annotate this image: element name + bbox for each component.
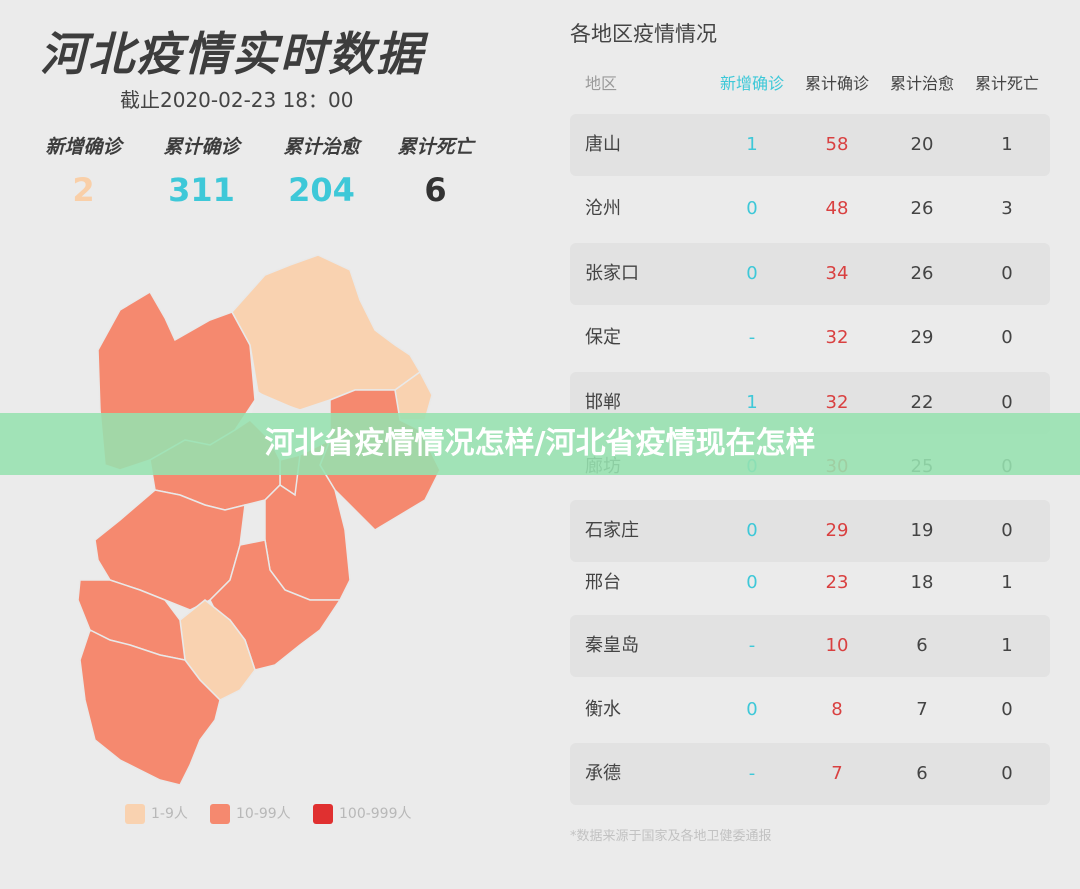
cell-region: 张家口 (585, 263, 639, 284)
cell-region: 石家庄 (585, 520, 639, 541)
col-total-deaths: 累计死亡 (974, 74, 1039, 93)
cell-total-cured: 29 (910, 327, 934, 348)
hebei-map (77, 254, 441, 786)
table-header: 地区 新增确诊 累计确诊 累计治愈 累计死亡 (570, 70, 1050, 100)
cell-total-cured: 26 (910, 263, 934, 284)
region-hengshui (209, 539, 342, 671)
cell-new-confirmed: - (748, 763, 756, 784)
cell-total-cured: 19 (910, 520, 934, 541)
cell-total-cured: 6 (916, 635, 928, 656)
col-total-cured: 累计治愈 (889, 74, 954, 93)
stat-total-deaths: 累计死亡 6 (378, 132, 493, 209)
stat-value: 311 (168, 171, 235, 209)
col-region: 地区 (585, 74, 618, 93)
stat-label: 累计确诊 (163, 136, 240, 158)
stat-label: 累计治愈 (283, 136, 360, 158)
cell-total-confirmed: 48 (825, 198, 849, 219)
cell-total-confirmed: 29 (825, 520, 849, 541)
cell-region: 唐山 (585, 134, 621, 155)
cell-new-confirmed: 1 (746, 392, 758, 413)
stat-total-cured: 累计治愈 204 (264, 132, 379, 209)
table-row: 张家口 0 34 26 0 (570, 243, 1050, 305)
cell-total-cured: 26 (910, 198, 934, 219)
stat-value: 2 (72, 171, 95, 209)
cell-total-deaths: 1 (1001, 134, 1013, 155)
cell-total-cured: 6 (916, 763, 928, 784)
cell-new-confirmed: 1 (746, 134, 758, 155)
cell-new-confirmed: 0 (746, 263, 758, 284)
cell-region: 秦皇岛 (585, 635, 639, 656)
col-total-confirmed: 累计确诊 (804, 74, 869, 93)
table-row: 保定 - 32 29 0 (570, 307, 1050, 369)
cell-total-confirmed: 32 (825, 327, 849, 348)
stat-new-confirmed: 新增确诊 2 (26, 132, 141, 209)
cell-total-deaths: 1 (1001, 572, 1013, 593)
cell-total-confirmed: 58 (825, 134, 849, 155)
cell-total-deaths: 0 (1001, 699, 1013, 720)
cell-region: 邢台 (585, 572, 621, 593)
legend-label: 100-999人 (339, 806, 412, 822)
cell-region: 邯郸 (585, 392, 621, 413)
page-title: 河北疫情实时数据 (40, 27, 424, 81)
cell-region: 保定 (585, 327, 621, 348)
cell-region: 衡水 (585, 699, 621, 720)
cell-total-confirmed: 34 (825, 263, 849, 284)
legend-item: 10-99人 (210, 803, 291, 824)
cell-total-deaths: 0 (1001, 327, 1013, 348)
stat-label: 累计死亡 (397, 136, 474, 158)
col-new-confirmed: 新增确诊 (719, 74, 784, 93)
stat-total-confirmed: 累计确诊 311 (144, 132, 259, 209)
cell-total-cured: 7 (916, 699, 928, 720)
legend-item: 1-9人 (125, 803, 188, 824)
table-row: 承德 - 7 6 0 (570, 743, 1050, 805)
cell-new-confirmed: 0 (746, 198, 758, 219)
table-row: 邢台 0 23 18 1 (570, 552, 1050, 614)
table-row: 沧州 0 48 26 3 (570, 178, 1050, 240)
cell-total-deaths: 3 (1001, 198, 1013, 219)
cell-total-deaths: 0 (1001, 263, 1013, 284)
cell-total-deaths: 1 (1001, 635, 1013, 656)
stat-value: 204 (288, 171, 355, 209)
cell-total-confirmed: 7 (831, 763, 843, 784)
overlay-banner: 河北省疫情情况怎样/河北省疫情现在怎样 (0, 413, 1080, 475)
legend-item: 100-999人 (313, 803, 412, 824)
cell-total-confirmed: 10 (825, 635, 849, 656)
table-row: 秦皇岛 - 10 6 1 (570, 615, 1050, 677)
cell-total-deaths: 0 (1001, 763, 1013, 784)
cell-total-confirmed: 32 (825, 392, 849, 413)
cell-total-cured: 20 (910, 134, 934, 155)
cutoff-time: 截止2020-02-23 18：00 (120, 88, 354, 112)
cell-new-confirmed: - (748, 327, 756, 348)
cell-total-cured: 18 (910, 572, 934, 593)
cell-region: 承德 (585, 763, 621, 784)
table-row: 衡水 0 8 7 0 (570, 679, 1050, 741)
table-row: 唐山 1 58 20 1 (570, 114, 1050, 176)
cell-total-confirmed: 8 (831, 699, 843, 720)
legend-label: 1-9人 (151, 806, 188, 822)
table-title: 各地区疫情情况 (570, 22, 717, 46)
cell-region: 沧州 (585, 198, 621, 219)
legend-label: 10-99人 (236, 806, 291, 822)
cell-new-confirmed: 0 (746, 572, 758, 593)
region-handan (79, 628, 221, 786)
cell-new-confirmed: 0 (746, 699, 758, 720)
summary-stats: 新增确诊 2 累计确诊 311 累计治愈 204 累计死亡 6 (26, 132, 496, 212)
legend-swatch (313, 804, 333, 824)
stat-value: 6 (424, 171, 447, 209)
legend-swatch (210, 804, 230, 824)
table-row: 石家庄 0 29 19 0 (570, 500, 1050, 562)
stat-label: 新增确诊 (45, 136, 122, 158)
cell-total-deaths: 0 (1001, 392, 1013, 413)
cell-new-confirmed: - (748, 635, 756, 656)
cell-total-confirmed: 23 (825, 572, 849, 593)
region-chengde (231, 254, 421, 411)
cell-total-deaths: 0 (1001, 520, 1013, 541)
cell-new-confirmed: 0 (746, 520, 758, 541)
legend-swatch (125, 804, 145, 824)
cell-total-cured: 22 (910, 392, 934, 413)
data-source-note: *数据来源于国家及各地卫健委通报 (570, 829, 772, 844)
